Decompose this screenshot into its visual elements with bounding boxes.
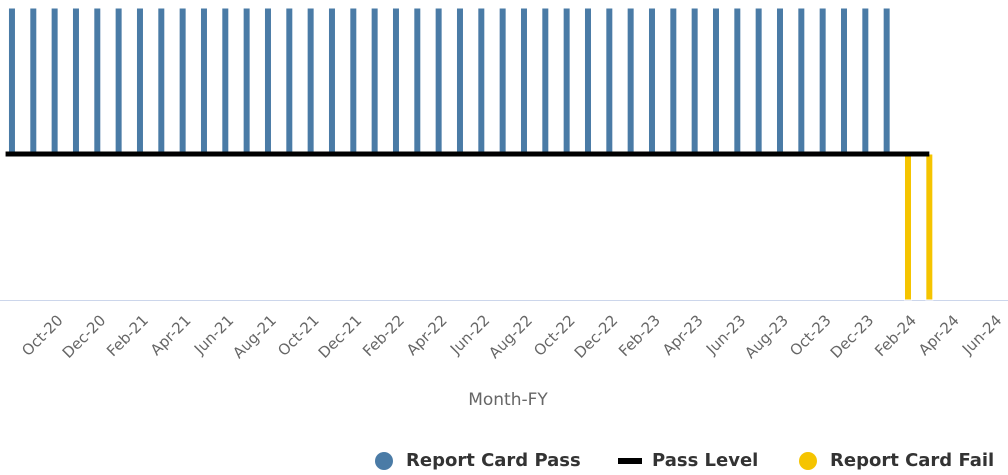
x-tick-label: Feb-24 — [871, 311, 920, 360]
bar — [370, 7, 379, 155]
bar — [562, 7, 571, 155]
bar — [29, 7, 38, 155]
bar — [7, 7, 16, 155]
bar — [114, 7, 123, 155]
bar — [157, 7, 166, 155]
bar — [391, 7, 400, 155]
bar — [498, 7, 507, 155]
x-tick-label: Oct-23 — [786, 311, 834, 359]
x-axis-title: Month-FY — [468, 390, 548, 410]
bar — [285, 7, 294, 155]
bar — [839, 7, 848, 155]
x-tick-label: Apr-23 — [659, 311, 707, 359]
legend-symbol — [375, 452, 393, 470]
legend-label: Report Card Fail — [830, 450, 994, 471]
legend-label: Pass Level — [652, 450, 758, 471]
bar — [925, 153, 934, 301]
bar — [263, 7, 272, 155]
bar — [647, 7, 656, 155]
x-tick-label: Dec-20 — [59, 311, 110, 362]
x-tick-label: Oct-22 — [530, 311, 578, 359]
bar — [199, 7, 208, 155]
bar — [775, 7, 784, 155]
bar — [733, 7, 742, 155]
bar — [903, 153, 912, 301]
bar — [583, 7, 592, 155]
bar — [71, 7, 80, 155]
bar — [541, 7, 550, 155]
x-tick-label: Feb-23 — [615, 311, 664, 360]
bar — [754, 7, 763, 155]
bar — [797, 7, 806, 155]
x-tick-label: Aug-23 — [741, 311, 792, 362]
bar — [669, 7, 678, 155]
legend-symbol — [799, 452, 817, 470]
x-tick-label: Oct-20 — [18, 311, 66, 359]
bar — [349, 7, 358, 155]
x-tick-label: Oct-21 — [274, 311, 322, 359]
x-tick-label: Aug-21 — [229, 311, 280, 362]
bar — [711, 7, 720, 155]
legend-label: Report Card Pass — [406, 450, 581, 471]
bar — [50, 7, 59, 155]
bar — [455, 7, 464, 155]
bar — [413, 7, 422, 155]
bar — [434, 7, 443, 155]
bar — [178, 7, 187, 155]
bar — [93, 7, 102, 155]
legend-symbol — [618, 458, 642, 464]
x-tick-label: Feb-21 — [103, 311, 152, 360]
bar — [477, 7, 486, 155]
bar — [221, 7, 230, 155]
bar — [605, 7, 614, 155]
bar — [690, 7, 699, 155]
x-tick-label: Feb-22 — [359, 311, 408, 360]
bar — [135, 7, 144, 155]
x-tick-label: Apr-22 — [403, 311, 451, 359]
bar — [242, 7, 251, 155]
bar — [882, 7, 891, 155]
x-tick-label: Aug-22 — [485, 311, 536, 362]
x-tick-label: Dec-21 — [315, 311, 366, 362]
x-tick-label: Dec-22 — [571, 311, 622, 362]
bar — [861, 7, 870, 155]
x-tick-label: Apr-24 — [915, 311, 963, 359]
bar — [626, 7, 635, 155]
x-tick-label: Dec-23 — [827, 311, 878, 362]
bar — [306, 7, 315, 155]
x-tick-label: Jun-24 — [958, 311, 1005, 358]
bar — [818, 7, 827, 155]
bar — [327, 7, 336, 155]
x-tick-label: Apr-21 — [147, 311, 195, 359]
bar — [519, 7, 528, 155]
